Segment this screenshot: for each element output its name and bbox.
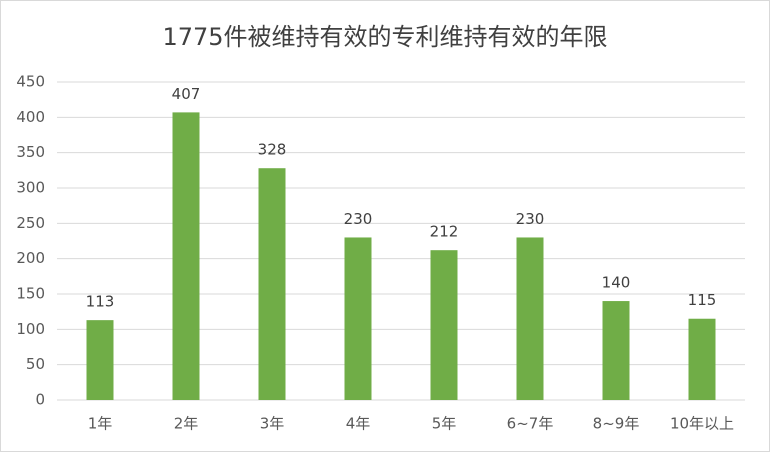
- y-tick-label: 50: [26, 355, 45, 373]
- data-label: 407: [172, 85, 201, 103]
- chart-title: 1775件被维持有效的专利维持有效的年限: [162, 23, 607, 51]
- data-label: 115: [688, 291, 717, 309]
- bar: [86, 320, 114, 400]
- bar: [344, 237, 372, 400]
- bar: [602, 301, 630, 400]
- x-tick-label: 5年: [432, 415, 457, 433]
- data-label: 328: [258, 141, 287, 159]
- x-tick-label: 2年: [174, 415, 199, 433]
- data-label: 212: [430, 223, 459, 241]
- data-label: 230: [516, 210, 545, 228]
- y-tick-label: 100: [16, 320, 45, 338]
- y-tick-label: 250: [16, 214, 45, 232]
- y-tick-label: 450: [16, 73, 45, 91]
- y-tick-label: 200: [16, 249, 45, 267]
- bar: [516, 237, 544, 400]
- y-tick-label: 350: [16, 143, 45, 161]
- bar: [258, 168, 286, 400]
- bar: [172, 112, 200, 401]
- x-tick-label: 8~9年: [593, 415, 640, 433]
- x-tick-label: 6~7年: [507, 415, 554, 433]
- x-tick-label: 4年: [346, 415, 371, 433]
- x-tick-label: 3年: [260, 415, 285, 433]
- bar: [430, 250, 458, 400]
- y-tick-label: 300: [16, 179, 45, 197]
- data-label: 230: [344, 210, 373, 228]
- y-tick-label: 400: [16, 108, 45, 126]
- data-label: 140: [602, 274, 631, 292]
- x-tick-label: 10年以上: [670, 415, 734, 433]
- bar: [688, 318, 716, 400]
- x-tick-label: 1年: [88, 415, 113, 433]
- y-tick-label: 0: [35, 391, 45, 409]
- data-label: 113: [86, 293, 115, 311]
- y-tick-label: 150: [16, 285, 45, 303]
